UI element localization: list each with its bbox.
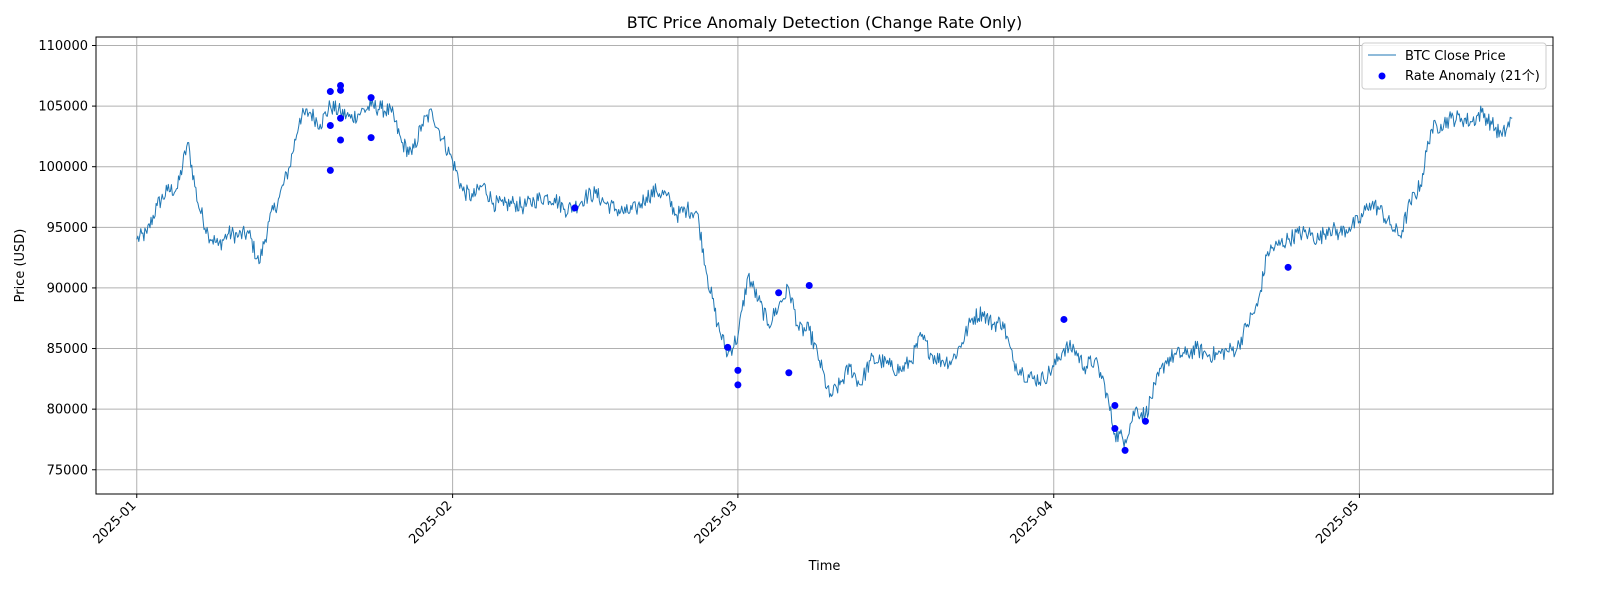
price-series bbox=[136, 98, 1513, 448]
anomaly-point bbox=[337, 86, 345, 94]
plot-frame bbox=[95, 36, 1554, 495]
y-tick-label: 105000 bbox=[38, 100, 88, 115]
btc-close-price-line bbox=[136, 98, 1513, 448]
axis-ticks: 75000 80000 85000 90000 95000 100000 105000 110… bbox=[38, 39, 1362, 547]
anomaly-point bbox=[1141, 417, 1149, 425]
anomaly-point bbox=[1060, 315, 1068, 323]
anomaly-point bbox=[775, 289, 783, 297]
anomaly-point bbox=[785, 369, 793, 377]
anomaly-point bbox=[326, 166, 334, 174]
legend-price-label: BTC Close Price bbox=[1405, 49, 1506, 64]
anomaly-point bbox=[337, 81, 345, 89]
anomaly-point bbox=[1111, 402, 1119, 410]
legend-anomaly-label: Rate Anomaly (21个) bbox=[1405, 69, 1540, 84]
legend-box bbox=[1361, 42, 1547, 90]
anomaly-point bbox=[734, 381, 742, 389]
anomaly-point bbox=[1284, 263, 1292, 271]
anomaly-point bbox=[337, 114, 345, 122]
x-tick-label: 2025-03 bbox=[692, 498, 741, 547]
x-tick-label: 2025-01 bbox=[91, 498, 140, 547]
anomaly-point bbox=[367, 134, 375, 142]
anomaly-point bbox=[1111, 425, 1119, 433]
y-tick-label: 90000 bbox=[47, 281, 88, 296]
legend: BTC Close Price Rate Anomaly (21个) bbox=[1361, 42, 1547, 90]
chart-title: BTC Price Anomaly Detection (Change Rate… bbox=[627, 13, 1023, 32]
anomaly-point bbox=[337, 136, 345, 144]
legend-anomaly-swatch bbox=[1378, 72, 1386, 80]
y-tick-label: 85000 bbox=[47, 342, 88, 357]
y-tick-label: 110000 bbox=[38, 39, 88, 54]
anomaly-points bbox=[326, 81, 1292, 454]
x-tick-label: 2025-04 bbox=[1008, 498, 1057, 547]
anomaly-point bbox=[1121, 446, 1129, 454]
anomaly-point bbox=[571, 204, 579, 212]
anomaly-point bbox=[367, 94, 375, 102]
x-axis-label: Time bbox=[808, 559, 841, 574]
x-tick-label: 2025-05 bbox=[1313, 498, 1362, 547]
y-axis-label: Price (USD) bbox=[13, 229, 28, 303]
anomaly-point bbox=[326, 88, 334, 96]
anomaly-point bbox=[734, 366, 742, 374]
anomaly-point bbox=[326, 121, 334, 129]
anomaly-point bbox=[805, 282, 813, 290]
anomaly-point bbox=[724, 343, 732, 351]
x-tick-label: 2025-02 bbox=[406, 498, 455, 547]
y-tick-label: 100000 bbox=[38, 160, 88, 175]
grid-lines bbox=[96, 37, 1553, 494]
y-tick-label: 95000 bbox=[47, 221, 88, 236]
y-tick-label: 80000 bbox=[47, 403, 88, 418]
y-tick-label: 75000 bbox=[47, 463, 88, 478]
